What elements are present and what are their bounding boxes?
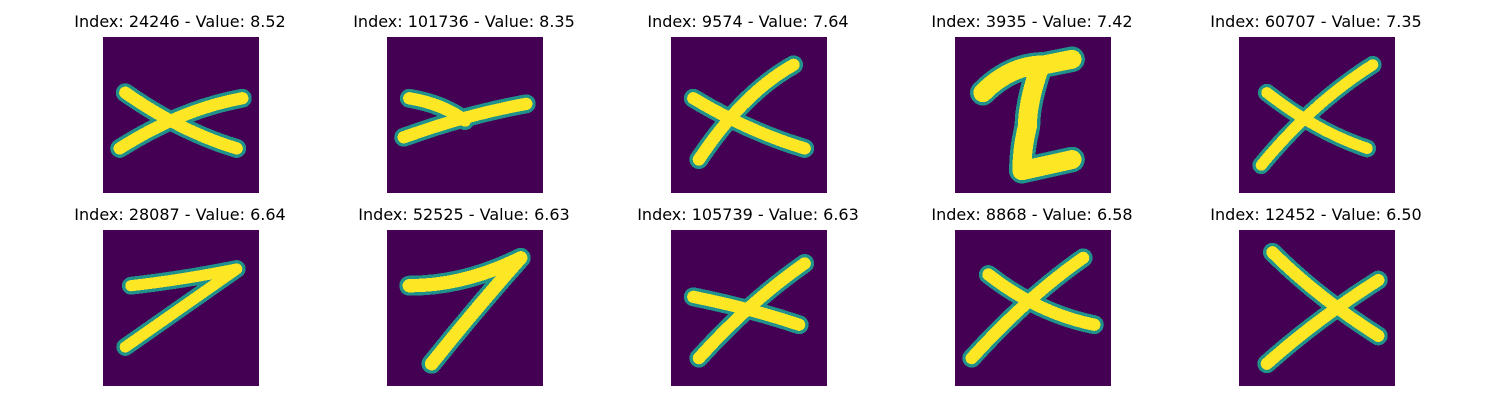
seven-icon: [387, 230, 543, 386]
x-cross-icon: [1239, 230, 1395, 386]
panel-10: Index: 12452 - Value: 6.50: [1174, 203, 1458, 393]
panel-8: Index: 105739 - Value: 6.63: [606, 203, 890, 393]
x-wide-icon: [103, 37, 259, 193]
x-cross-icon: [671, 230, 827, 386]
panel-3: Index: 9574 - Value: 7.64: [606, 10, 890, 200]
panel-9: Index: 8868 - Value: 6.58: [890, 203, 1174, 393]
panel-title: Index: 9574 - Value: 7.64: [647, 12, 849, 31]
z-one-icon: [955, 37, 1111, 193]
panel-title: Index: 8868 - Value: 6.58: [931, 205, 1133, 224]
panel-title: Index: 3935 - Value: 7.42: [931, 12, 1133, 31]
arrow-x-icon: [387, 37, 543, 193]
panel-5: Index: 60707 - Value: 7.35: [1174, 10, 1458, 200]
panel-title: Index: 28087 - Value: 6.64: [74, 205, 286, 224]
panel-title: Index: 24246 - Value: 8.52: [74, 12, 286, 31]
panel-1: Index: 24246 - Value: 8.52: [38, 10, 322, 200]
panel-2: Index: 101736 - Value: 8.35: [322, 10, 606, 200]
x-cross-icon: [955, 230, 1111, 386]
seven-icon: [103, 230, 259, 386]
panel-7: Index: 52525 - Value: 6.63: [322, 203, 606, 393]
panel-title: Index: 105739 - Value: 6.63: [637, 205, 859, 224]
panel-title: Index: 60707 - Value: 7.35: [1210, 12, 1422, 31]
panel-title: Index: 101736 - Value: 8.35: [353, 12, 575, 31]
panel-4: Index: 3935 - Value: 7.42: [890, 10, 1174, 200]
x-cross-icon: [671, 37, 827, 193]
panel-title: Index: 52525 - Value: 6.63: [358, 205, 570, 224]
panel-title: Index: 12452 - Value: 6.50: [1210, 205, 1422, 224]
panel-6: Index: 28087 - Value: 6.64: [38, 203, 322, 393]
x-cross-icon: [1239, 37, 1395, 193]
